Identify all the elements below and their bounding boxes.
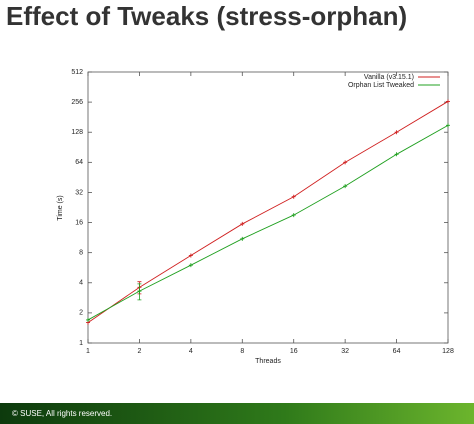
point-marker: [446, 99, 450, 104]
x-tick-label: 16: [290, 348, 298, 355]
y-tick-label: 16: [75, 219, 83, 226]
point-marker: [446, 123, 450, 128]
x-axis-label: Threads: [255, 358, 281, 365]
footer-bar: [0, 403, 474, 424]
point-marker: [394, 152, 399, 157]
point-marker: [343, 160, 348, 165]
series-line: [87, 101, 449, 323]
point-marker: [188, 263, 193, 268]
y-tick-label: 1: [79, 340, 83, 347]
x-tick-label: 2: [137, 348, 141, 355]
y-tick-label: 32: [75, 189, 83, 196]
series-line: [87, 124, 449, 321]
y-tick-label: 8: [79, 250, 83, 257]
point-marker: [291, 213, 296, 218]
chart-title: Effect of Tweaks (stress-orphan): [6, 1, 407, 31]
point-marker: [86, 317, 90, 322]
x-tick-label: 64: [393, 348, 401, 355]
y-tick-label: 512: [71, 69, 83, 76]
y-tick-label: 4: [79, 280, 83, 287]
y-tick-label: 256: [71, 99, 83, 106]
x-tick-label: 128: [442, 348, 454, 355]
footer-text: © SUSE, All rights reserved.: [12, 409, 112, 418]
y-tick-label: 128: [71, 129, 83, 136]
legend-label: Orphan List Tweaked: [348, 82, 414, 89]
point-marker: [240, 236, 245, 241]
point-marker: [291, 194, 296, 199]
legend-label: Vanilla (v3.15.1): [364, 74, 414, 81]
x-tick-label: 1: [86, 348, 90, 355]
x-tick-label: 8: [240, 348, 244, 355]
point-marker: [343, 184, 348, 189]
plot-frame: [87, 71, 449, 344]
x-tick-label: 32: [341, 348, 349, 355]
y-tick-label: 2: [79, 310, 83, 317]
y-axis-label: Time (s): [57, 195, 64, 220]
x-tick-label: 4: [189, 348, 193, 355]
point-marker: [188, 253, 193, 258]
point-marker: [240, 221, 245, 226]
point-marker: [394, 130, 399, 135]
y-tick-label: 64: [75, 159, 83, 166]
error-bar: [137, 283, 142, 301]
